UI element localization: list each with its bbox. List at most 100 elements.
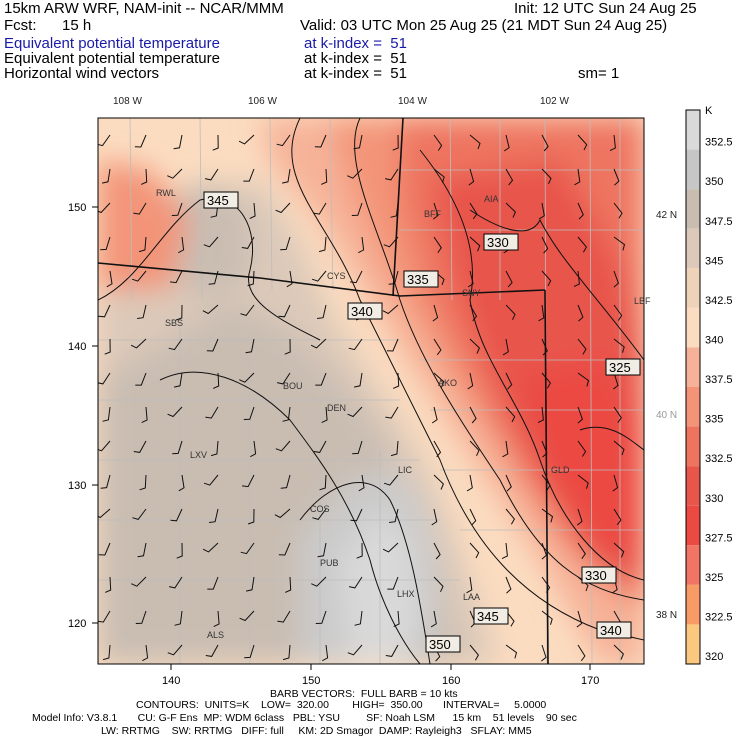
- wind-barb: [502, 338, 509, 356]
- city-cos: COS: [310, 504, 330, 514]
- wind-barb: [613, 440, 625, 456]
- wind-barb: [98, 542, 111, 556]
- wind-barb: [321, 168, 328, 185]
- wind-barb: [433, 542, 441, 560]
- wind-barb: [612, 474, 619, 492]
- wind-barb: [208, 270, 219, 285]
- wind-barb: [358, 236, 365, 254]
- wind-barb: [174, 610, 183, 626]
- wind-barb: [540, 644, 547, 662]
- wind-barb: [574, 168, 581, 186]
- wind-barb: [284, 338, 291, 355]
- svg-text:335: 335: [407, 272, 429, 287]
- wind-barb: [278, 542, 291, 556]
- colorbar-swatch: [686, 189, 700, 229]
- wind-barb: [168, 576, 183, 589]
- wind-barb: [275, 440, 291, 452]
- wind-barb: [348, 338, 363, 351]
- wind-barb: [315, 372, 327, 386]
- wind-barb: [98, 202, 111, 214]
- contour-label-6: 330: [581, 566, 617, 584]
- wind-barbs: [98, 134, 626, 662]
- wind-barb: [609, 134, 616, 152]
- wind-barb: [576, 610, 583, 628]
- city-sny: SNY: [462, 288, 481, 298]
- wind-barb: [275, 202, 291, 214]
- wind-barb: [213, 372, 220, 389]
- wind-barb: [541, 474, 551, 491]
- wind-barb: [467, 372, 474, 390]
- wind-barb: [505, 270, 513, 288]
- wind-barb: [131, 576, 147, 587]
- wind-barb: [537, 406, 544, 424]
- wind-barb: [282, 644, 291, 661]
- wind-barb: [274, 508, 291, 519]
- y-tick-130: 130: [68, 480, 86, 492]
- theta-e-shading: [98, 118, 644, 664]
- wind-barb: [577, 542, 586, 559]
- contour-label-4: 340: [347, 302, 383, 320]
- wind-barb: [577, 134, 588, 151]
- wind-barb: [175, 304, 183, 321]
- wind-barb: [239, 372, 255, 383]
- wind-barb: [142, 644, 149, 662]
- wind-barb: [138, 236, 147, 253]
- wind-barb: [577, 338, 587, 355]
- wind-barb: [286, 270, 293, 288]
- wind-barb: [209, 508, 219, 523]
- wind-barb: [353, 134, 363, 150]
- wind-barb: [206, 338, 219, 352]
- wind-barb: [170, 508, 183, 522]
- colorbar-swatch: [686, 584, 700, 625]
- wind-barb: [577, 406, 583, 424]
- colorbar-level-label: 327.5: [705, 532, 733, 544]
- wind-barb: [577, 474, 589, 489]
- x-tick-150: 150: [302, 675, 320, 687]
- wind-barb: [134, 134, 147, 148]
- wind-barb: [311, 270, 327, 282]
- wind-barb: [505, 576, 512, 594]
- wind-barb: [317, 542, 327, 558]
- wind-barb: [178, 474, 185, 492]
- colorbar-swatch: [686, 426, 700, 467]
- wind-barb: [350, 270, 363, 284]
- wind-barb: [204, 168, 219, 181]
- wind-barb: [167, 644, 183, 656]
- svg-text:345: 345: [477, 609, 499, 624]
- field-level-1: at k-index = 51: [304, 35, 407, 52]
- wind-barb: [433, 576, 444, 593]
- city-als: ALS: [207, 630, 224, 640]
- wind-barb: [384, 168, 399, 181]
- wind-barb: [541, 236, 549, 254]
- wind-barb: [212, 134, 219, 151]
- wind-barb: [173, 372, 183, 388]
- wind-barb: [577, 644, 586, 662]
- wind-barb: [541, 270, 552, 287]
- wind-barb: [238, 134, 255, 145]
- wind-barb: [613, 202, 623, 219]
- wind-barb: [386, 338, 399, 352]
- wind-barb: [433, 372, 445, 388]
- wind-barb: [469, 644, 480, 661]
- axis-tick-marks: [92, 206, 591, 670]
- city-cys: CYS: [327, 271, 346, 281]
- svg-text:350: 350: [429, 637, 451, 652]
- fcst-value: 15 h: [62, 17, 92, 34]
- svg-text:330: 330: [585, 568, 607, 583]
- wind-barb: [613, 304, 623, 321]
- colorbar-swatch: [686, 307, 700, 348]
- wind-barb: [390, 440, 399, 457]
- wind-barb: [280, 236, 291, 251]
- wind-barb: [505, 610, 515, 627]
- wind-barb: [431, 508, 438, 526]
- wind-barb: [353, 372, 363, 388]
- wind-barb: [167, 406, 183, 418]
- wind-barb: [240, 304, 255, 316]
- y-tick-140: 140: [68, 341, 86, 353]
- wind-barb: [503, 134, 510, 152]
- wind-barb: [350, 508, 363, 522]
- wind-barb: [382, 304, 399, 315]
- init-time: Init: 12 UTC Sun 24 Aug 25: [514, 0, 697, 17]
- colorbar-swatch: [686, 505, 700, 546]
- wind-barb: [203, 236, 219, 248]
